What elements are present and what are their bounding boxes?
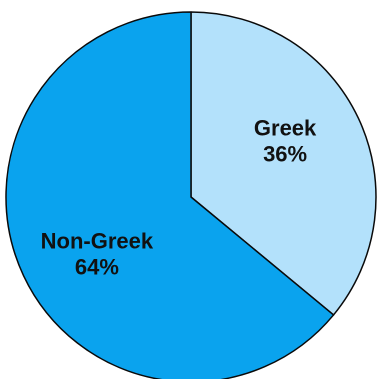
pie-slices — [5, 11, 377, 379]
pie-slice-non-greek — [5, 11, 335, 379]
slice-label-non-greek: Non-Greek — [41, 228, 154, 253]
slice-label-greek: Greek — [254, 116, 317, 141]
pie-slice-greek — [190, 11, 377, 316]
slice-value-greek: 36% — [263, 142, 307, 167]
slice-value-non-greek: 64% — [75, 254, 119, 279]
